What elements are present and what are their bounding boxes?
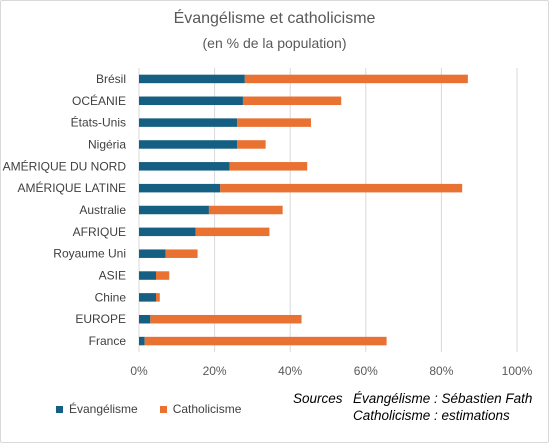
- bar-evangelisme: [139, 314, 151, 324]
- y-category-label: AMÉRIQUE LATINE: [18, 180, 126, 195]
- chart-subtitle: (en % de la population): [202, 35, 347, 51]
- legend-swatch-catholicisme: [159, 405, 167, 413]
- bar-evangelisme: [139, 140, 238, 149]
- legend-swatch-evangelisme: [56, 405, 63, 413]
- y-category-label: Chine: [95, 290, 127, 304]
- bar-catholicisme: [244, 74, 468, 84]
- legend-item-catholicisme: Catholicisme: [159, 402, 242, 416]
- y-category-label: France: [89, 334, 127, 348]
- sources-note: Sources Évangélisme : Sébastien Fath Cath…: [293, 390, 532, 424]
- x-tick-label: 40%: [278, 364, 302, 378]
- bar-evangelisme: [139, 293, 157, 302]
- x-tick-label: 100%: [502, 364, 533, 378]
- y-category-label: États-Unis: [71, 115, 126, 130]
- bar-catholicisme: [150, 314, 302, 324]
- y-category-label: OCÉANIE: [72, 93, 126, 108]
- chart-title: Évangélisme et catholicisme: [173, 10, 376, 27]
- bar-catholicisme: [237, 140, 266, 149]
- bar-evangelisme: [139, 118, 238, 127]
- bar-catholicisme: [220, 183, 463, 193]
- bar-evangelisme: [139, 336, 145, 346]
- bar-evangelisme: [139, 96, 243, 106]
- legend-label-evangelisme: Évangélisme: [69, 402, 138, 416]
- bar-evangelisme: [139, 162, 230, 171]
- y-category-label: ASIE: [99, 269, 126, 283]
- legend-label-catholicisme: Catholicisme: [172, 402, 242, 416]
- chart-legend: Évangélisme Catholicisme: [56, 402, 241, 416]
- y-category-label: AMÉRIQUE DU NORD: [3, 158, 127, 173]
- y-category-label: EUROPE: [75, 312, 126, 326]
- bar-catholicisme: [208, 205, 283, 215]
- bar-catholicisme: [242, 96, 342, 106]
- x-tick-label: 0%: [130, 364, 148, 378]
- y-category-label: Nigéria: [88, 137, 126, 151]
- bar-catholicisme: [229, 162, 308, 171]
- y-category-label: Australie: [79, 203, 126, 217]
- sources-line-1: Évangélisme : Sébastien Fath: [353, 391, 533, 406]
- sources-line-2: Catholicisme : estimations: [353, 408, 510, 423]
- bar-evangelisme: [139, 271, 157, 280]
- x-tick-label: 60%: [354, 364, 378, 378]
- bar-catholicisme: [165, 249, 198, 258]
- bar-catholicisme: [156, 271, 170, 280]
- x-tick-label: 80%: [429, 364, 453, 378]
- sources-label: Sources: [293, 391, 343, 406]
- bar-evangelisme: [139, 74, 245, 84]
- y-category-label: AFRIQUE: [73, 225, 126, 239]
- y-category-label: Royaume Uni: [53, 247, 126, 261]
- legend-item-evangelisme: Évangélisme: [56, 402, 138, 416]
- bar-evangelisme: [139, 227, 196, 237]
- x-tick-label: 20%: [203, 364, 227, 378]
- bar-catholicisme: [156, 293, 160, 302]
- bar-catholicisme: [144, 336, 387, 346]
- y-category-label: Brésil: [96, 72, 126, 86]
- bar-catholicisme: [195, 227, 270, 237]
- bar-evangelisme: [139, 183, 221, 193]
- bar-evangelisme: [139, 249, 166, 258]
- bar-evangelisme: [139, 205, 209, 215]
- bar-catholicisme: [237, 118, 311, 127]
